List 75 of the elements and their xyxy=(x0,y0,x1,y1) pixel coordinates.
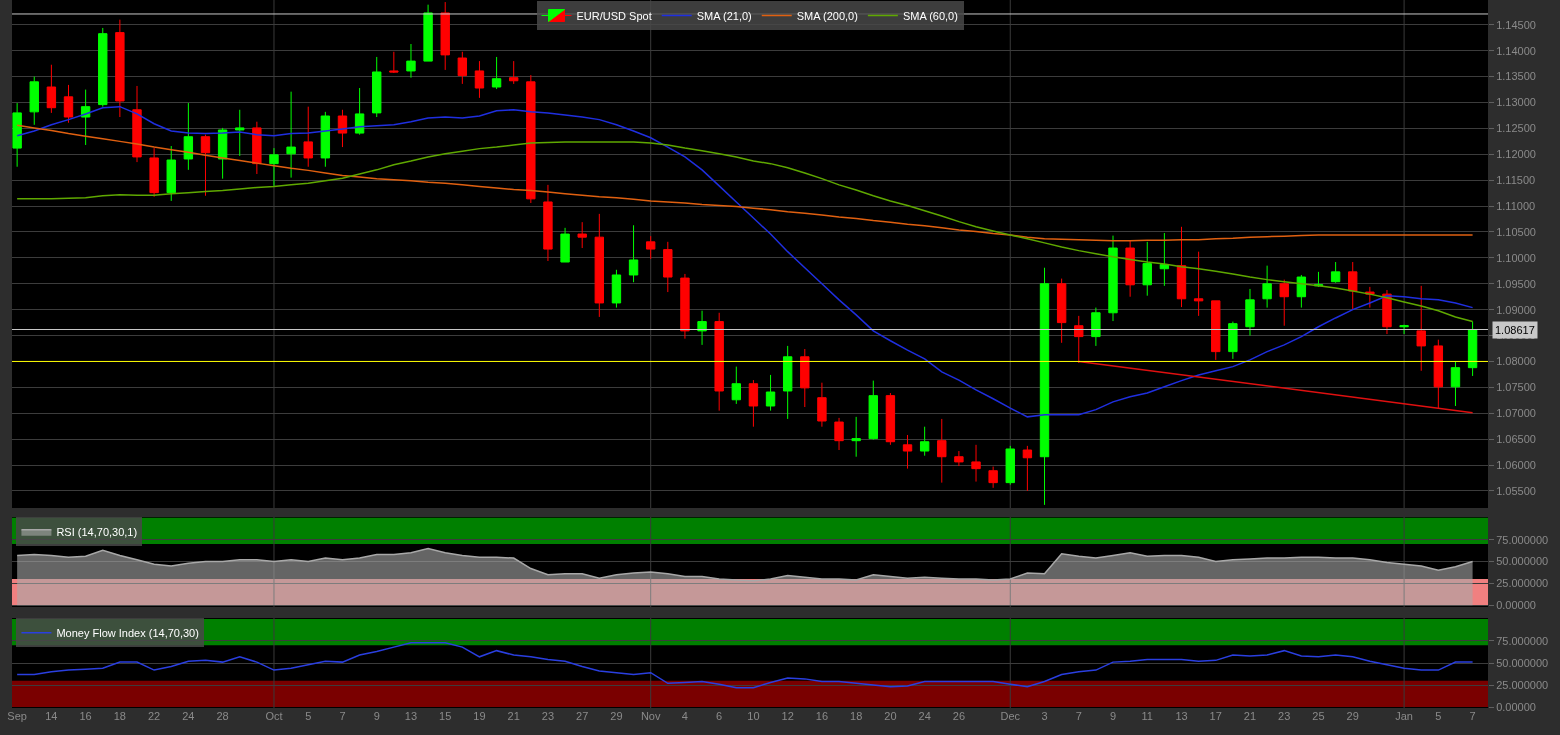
legend-label: EUR/USD Spot xyxy=(576,9,652,22)
legend-label: Money Flow Index (14,70,30) xyxy=(56,626,199,639)
x-tick-label: 4 xyxy=(681,710,688,722)
y-tick-label: 1.05500 xyxy=(1496,484,1536,497)
x-tick-label: 22 xyxy=(147,710,161,722)
x-tick-label: 19 xyxy=(473,710,486,722)
y-tick-label: 75.000000 xyxy=(1496,533,1549,546)
x-tick-label: 5 xyxy=(1435,710,1442,722)
x-tick-label: 11 xyxy=(1141,710,1153,722)
y-tick-label: 0.00000 xyxy=(1496,599,1536,612)
legend-label: RSI (14,70,30,1) xyxy=(56,525,138,538)
y-tick-label: 1.10000 xyxy=(1496,251,1536,264)
y-tick-label: 1.14000 xyxy=(1496,44,1536,57)
legend-label: SMA (60,0) xyxy=(902,9,958,22)
x-tick-label: 23 xyxy=(541,710,555,722)
legend-label: SMA (200,0) xyxy=(796,9,858,22)
x-tick-label: 9 xyxy=(1109,710,1117,722)
x-tick-label: 27 xyxy=(576,710,589,722)
y-tick-label: 1.06000 xyxy=(1496,458,1536,471)
y-tick-label: 1.09500 xyxy=(1496,277,1536,290)
y-tick-label: 0.00000 xyxy=(1496,700,1536,713)
x-tick-label: 20 xyxy=(884,710,897,722)
x-tick-label: 18 xyxy=(113,710,126,722)
x-tick-label: 16 xyxy=(815,710,829,722)
x-tick-label: 9 xyxy=(373,710,380,722)
x-tick-label: 24 xyxy=(918,710,931,722)
x-tick-label: 15 xyxy=(439,710,452,722)
y-tick-label: 1.11500 xyxy=(1496,174,1536,187)
y-tick-label: 25.000000 xyxy=(1496,577,1549,590)
x-tick-label: 12 xyxy=(781,710,794,722)
y-tick-label: 1.07000 xyxy=(1496,407,1536,420)
y-tick-label: 1.11000 xyxy=(1496,199,1536,212)
x-tick-label: 21 xyxy=(1243,710,1257,722)
y-tick-label: 1.13000 xyxy=(1496,96,1536,109)
x-tick-label: 7 xyxy=(1075,710,1082,722)
y-tick-label: 1.10500 xyxy=(1496,225,1536,238)
legend-label: SMA (21,0) xyxy=(696,9,752,22)
x-tick-label: 28 xyxy=(216,710,229,722)
x-tick-label: Oct xyxy=(265,710,283,722)
x-tick-label: Jan xyxy=(1395,710,1413,722)
y-tick-label: 1.07500 xyxy=(1496,381,1536,394)
y-tick-label: 1.08000 xyxy=(1496,355,1536,368)
x-tick-label: 26 xyxy=(952,710,966,722)
x-tick-label: 7 xyxy=(1469,710,1476,722)
y-tick-label: 75.000000 xyxy=(1496,634,1549,647)
x-tick-label: 16 xyxy=(79,710,92,722)
y-tick-label: 25.000000 xyxy=(1496,678,1549,691)
x-tick-label: Dec xyxy=(1000,710,1021,722)
y-tick-label: 1.12000 xyxy=(1496,148,1536,161)
y-tick-label: 1.12500 xyxy=(1496,122,1536,135)
x-tick-label: Sep xyxy=(7,710,27,722)
ref-line-label: 1.08617 xyxy=(1495,324,1535,336)
x-tick-label: 5 xyxy=(305,710,312,722)
x-tick-label: 24 xyxy=(182,710,195,722)
x-tick-label: 3 xyxy=(1041,710,1048,722)
y-tick-label: 50.000000 xyxy=(1496,555,1549,568)
x-tick-label: Nov xyxy=(640,710,661,722)
x-tick-label: 25 xyxy=(1312,710,1325,722)
x-tick-label: 10 xyxy=(747,710,760,722)
x-tick-label: 23 xyxy=(1278,710,1291,722)
y-tick-label: 1.13500 xyxy=(1496,70,1536,83)
x-tick-label: 18 xyxy=(850,710,863,722)
x-tick-label: 7 xyxy=(339,710,346,722)
x-tick-label: 13 xyxy=(1175,710,1188,722)
y-tick-label: 1.06500 xyxy=(1496,432,1536,445)
x-tick-label: 29 xyxy=(610,710,623,722)
x-tick-label: 13 xyxy=(404,710,418,722)
x-tick-label: 29 xyxy=(1346,710,1359,722)
y-tick-label: 1.14500 xyxy=(1496,18,1536,31)
y-tick-label: 1.09000 xyxy=(1496,303,1536,316)
x-tick-label: 17 xyxy=(1209,710,1222,722)
x-tick-label: 6 xyxy=(716,710,723,722)
y-tick-label: 50.000000 xyxy=(1496,656,1549,669)
x-tick-label: 14 xyxy=(45,710,58,722)
x-tick-label: 21 xyxy=(507,710,520,722)
